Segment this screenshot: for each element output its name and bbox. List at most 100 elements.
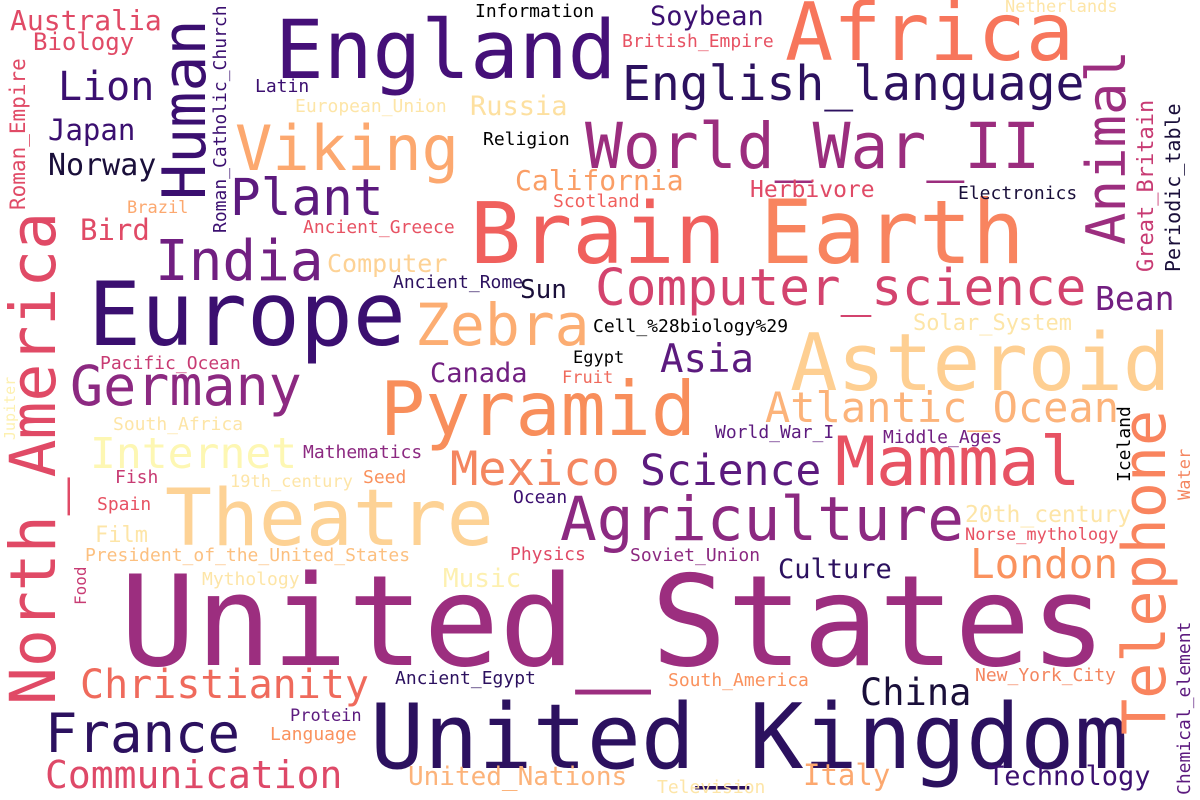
word: Culture bbox=[778, 554, 892, 585]
word: Fish bbox=[115, 467, 158, 488]
word: Great_Britain bbox=[1134, 100, 1159, 272]
word: British_Empire bbox=[622, 31, 774, 52]
word: New_York_City bbox=[975, 665, 1116, 686]
word: Australia bbox=[10, 4, 162, 37]
word: Zebra bbox=[415, 291, 590, 359]
word: Telephone bbox=[1110, 410, 1180, 735]
word: President_of_the_United_States bbox=[85, 545, 410, 566]
word: Electronics bbox=[958, 183, 1077, 204]
word: Scotland bbox=[553, 191, 640, 212]
word: Television bbox=[657, 777, 765, 798]
word: Asia bbox=[660, 337, 754, 382]
word: Pacific_Ocean bbox=[100, 353, 241, 374]
word: Science bbox=[640, 446, 821, 496]
word: Religion bbox=[483, 129, 570, 150]
word: Viking bbox=[235, 112, 459, 185]
word: 20th_century bbox=[965, 502, 1131, 528]
word: United_Nations bbox=[408, 762, 627, 792]
word: Middle_Ages bbox=[883, 427, 1002, 448]
word: European_Union bbox=[295, 96, 447, 117]
word: Cell_%28biology%29 bbox=[593, 316, 788, 337]
word: Plant bbox=[230, 169, 384, 228]
word: Norse_mythology bbox=[965, 525, 1119, 545]
word: Biology bbox=[33, 28, 134, 56]
word: Film bbox=[95, 523, 148, 548]
word: Mexico bbox=[450, 442, 620, 497]
word: Ancient_Egypt bbox=[395, 668, 536, 689]
word: Human bbox=[150, 19, 220, 200]
word: Ocean bbox=[513, 487, 567, 508]
word: Mammal bbox=[835, 423, 1081, 502]
word: Egypt bbox=[573, 348, 624, 368]
word: Periodic_table bbox=[1161, 103, 1185, 272]
word: Lion bbox=[58, 64, 154, 110]
word: Language bbox=[270, 724, 357, 745]
word: South_America bbox=[668, 670, 809, 691]
word: Soybean bbox=[650, 1, 764, 32]
word: London bbox=[970, 540, 1118, 588]
word: World_War_II bbox=[585, 110, 1040, 183]
word: South_Africa bbox=[113, 414, 243, 435]
word: Norway bbox=[48, 148, 156, 183]
word: Netherlands bbox=[1005, 0, 1118, 17]
word: Bird bbox=[80, 213, 150, 247]
word: Atlantic_Ocean bbox=[765, 383, 1119, 432]
word: Jupiter bbox=[1, 377, 19, 440]
word: Italy bbox=[803, 758, 890, 792]
word: Brain bbox=[470, 185, 726, 284]
word: Food bbox=[71, 566, 90, 605]
word: Solar_System bbox=[913, 311, 1072, 336]
word: Iceland bbox=[1114, 406, 1135, 482]
word: Computer bbox=[327, 249, 447, 278]
word: India bbox=[155, 229, 324, 294]
word: Europe bbox=[88, 263, 406, 366]
word: Communication bbox=[45, 753, 342, 797]
word: United_States bbox=[120, 548, 1106, 695]
word: Asteroid bbox=[790, 317, 1171, 409]
word: Canada bbox=[430, 358, 528, 389]
word: California bbox=[515, 164, 684, 197]
word: Music bbox=[443, 564, 521, 594]
word: Sun bbox=[520, 275, 567, 305]
word: Christianity bbox=[80, 662, 369, 708]
word: Theatre bbox=[165, 474, 494, 564]
word: Brazil bbox=[127, 198, 188, 218]
word: Animal bbox=[1075, 50, 1138, 245]
word: Spain bbox=[97, 494, 151, 515]
word: France bbox=[45, 702, 240, 765]
word: England bbox=[275, 4, 616, 98]
word: Internet bbox=[90, 429, 297, 479]
word: Herbivore bbox=[750, 177, 875, 203]
word: Technology bbox=[988, 761, 1151, 792]
word: Latin bbox=[255, 76, 309, 97]
word: Computer_science bbox=[595, 259, 1086, 318]
word: Water bbox=[1175, 449, 1195, 500]
word: China bbox=[860, 671, 971, 714]
word: Soviet_Union bbox=[630, 545, 760, 566]
word: Ancient_Rome bbox=[393, 272, 523, 293]
word: Pyramid bbox=[380, 365, 696, 453]
word: Fruit bbox=[562, 368, 613, 388]
word: Physics bbox=[510, 544, 586, 565]
word: Russia bbox=[470, 91, 568, 122]
word: Earth bbox=[760, 181, 1025, 284]
word: Mathematics bbox=[303, 442, 422, 463]
word: Chemical_element bbox=[1174, 622, 1195, 795]
word: Roman_Catholic_Church bbox=[210, 5, 231, 233]
word: Roman_Empire bbox=[6, 58, 30, 210]
word: Africa bbox=[785, 0, 1074, 79]
word: United_Kingdom bbox=[370, 685, 1129, 790]
word: Japan bbox=[48, 113, 135, 147]
word: Mythology bbox=[202, 569, 300, 590]
word: World_War_I bbox=[715, 422, 834, 443]
word: Information bbox=[475, 1, 594, 22]
word: 19th_century bbox=[230, 472, 353, 492]
word: North_America bbox=[0, 212, 70, 705]
word: Agriculture bbox=[560, 484, 964, 555]
word: Seed bbox=[363, 467, 406, 488]
word: Bean bbox=[1095, 279, 1174, 318]
word: Ancient_Greece bbox=[303, 217, 455, 238]
